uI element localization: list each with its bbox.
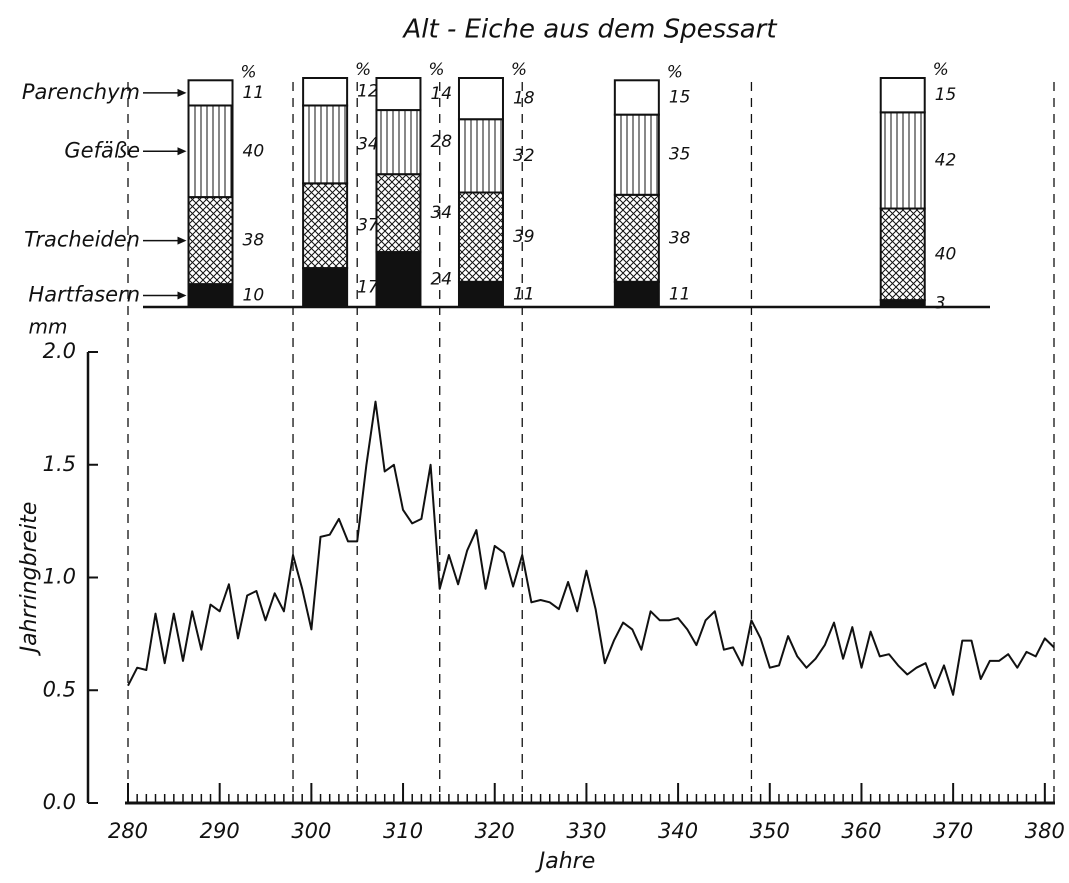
x-tick-label: 380 [1025,819,1065,843]
unit-label: % [428,60,444,80]
bar-value-label: 38 [669,228,691,248]
x-tick-label: 350 [750,819,790,843]
legend-arrowhead [177,291,187,300]
x-tick-label: 320 [475,819,515,843]
bar-value-label: 14 [430,84,452,104]
bar-value-label: 18 [513,89,535,109]
x-tick-label: 280 [108,819,148,843]
y-tick-label: 0.0 [43,790,76,814]
bar-segment [613,280,660,308]
bar-value-label: 40 [935,244,957,264]
chart-title: Alt - Eiche aus dem Spessart [401,15,777,45]
bar-value-label: 34 [357,134,379,154]
y-unit: mm [29,315,68,339]
legend-arrowhead [177,88,187,97]
bar-value-label: 11 [243,83,265,103]
bar-value-label: 11 [669,284,691,304]
x-tick-label: 370 [933,819,973,843]
bar-value-label: 35 [669,145,691,165]
bar-segment [879,207,926,302]
x-tick-label: 310 [383,819,423,843]
bar-segment [187,283,234,309]
bar-value-label: 12 [357,82,379,102]
bar-segment [879,111,926,210]
bar-segment [457,280,504,308]
bar-value-label: 40 [243,141,265,161]
unit-label: % [667,62,683,82]
y-tick-label: 1.5 [43,452,76,476]
line-series [127,400,1055,696]
bar-segment [375,173,422,254]
bar-value-label: 15 [669,87,691,107]
bar-segment [375,77,422,112]
bar-value-label: 32 [513,146,535,166]
x-tick-label: 360 [841,819,881,843]
bar-segment [302,267,349,309]
unit-label: % [355,60,371,80]
bar-segment [457,191,504,283]
y-tick-label: 1.0 [43,565,76,589]
bar-value-label: 42 [935,150,957,170]
bar-segment [457,118,504,194]
legend-label: Tracheiden [24,228,140,252]
y-tick-label: 0.5 [43,677,76,701]
x-tick-label: 290 [200,819,240,843]
legend-arrowhead [177,236,187,245]
legend-arrowhead [177,147,187,156]
bar-segment [457,77,504,121]
y-tick-label: 2.0 [43,339,76,363]
bar-value-label: 15 [935,85,957,105]
x-tick-label: 340 [658,819,698,843]
bar-segment [302,77,349,107]
bar-value-label: 39 [513,227,535,247]
y-axis-label: Jahrringbreite [17,502,42,657]
bar-segment [613,113,660,196]
bar-value-label: 10 [243,286,265,306]
bar-segment [187,79,234,107]
bar-value-label: 11 [513,284,535,304]
bar-segment [879,77,926,114]
bar-value-label: 28 [430,132,452,152]
bar-segment [302,104,349,185]
bar-value-label: 17 [357,278,379,298]
x-tick-label: 330 [566,819,606,843]
bar-segment [613,193,660,283]
bar-value-label: 3 [935,294,946,314]
x-tick-label: 300 [291,819,331,843]
bar-value-label: 37 [357,216,379,236]
bar-segment [302,182,349,270]
unit-label: % [933,60,949,80]
bar-segment [187,196,234,286]
legend-label: Parenchym [22,80,140,104]
bar-segment [613,79,660,116]
bar-value-label: 24 [430,270,452,290]
bar-value-label: 38 [243,231,265,251]
x-axis-label: Jahre [535,849,596,874]
bar-segment [375,109,422,176]
bar-segment [187,104,234,199]
bar-segment [375,251,422,308]
bar-segment [879,299,926,309]
legend-label: Hartfasern [28,283,140,307]
unit-label: % [240,62,256,82]
legend-label: Gefäße [64,138,140,162]
bar-value-label: 34 [430,203,452,223]
unit-label: % [511,60,527,80]
